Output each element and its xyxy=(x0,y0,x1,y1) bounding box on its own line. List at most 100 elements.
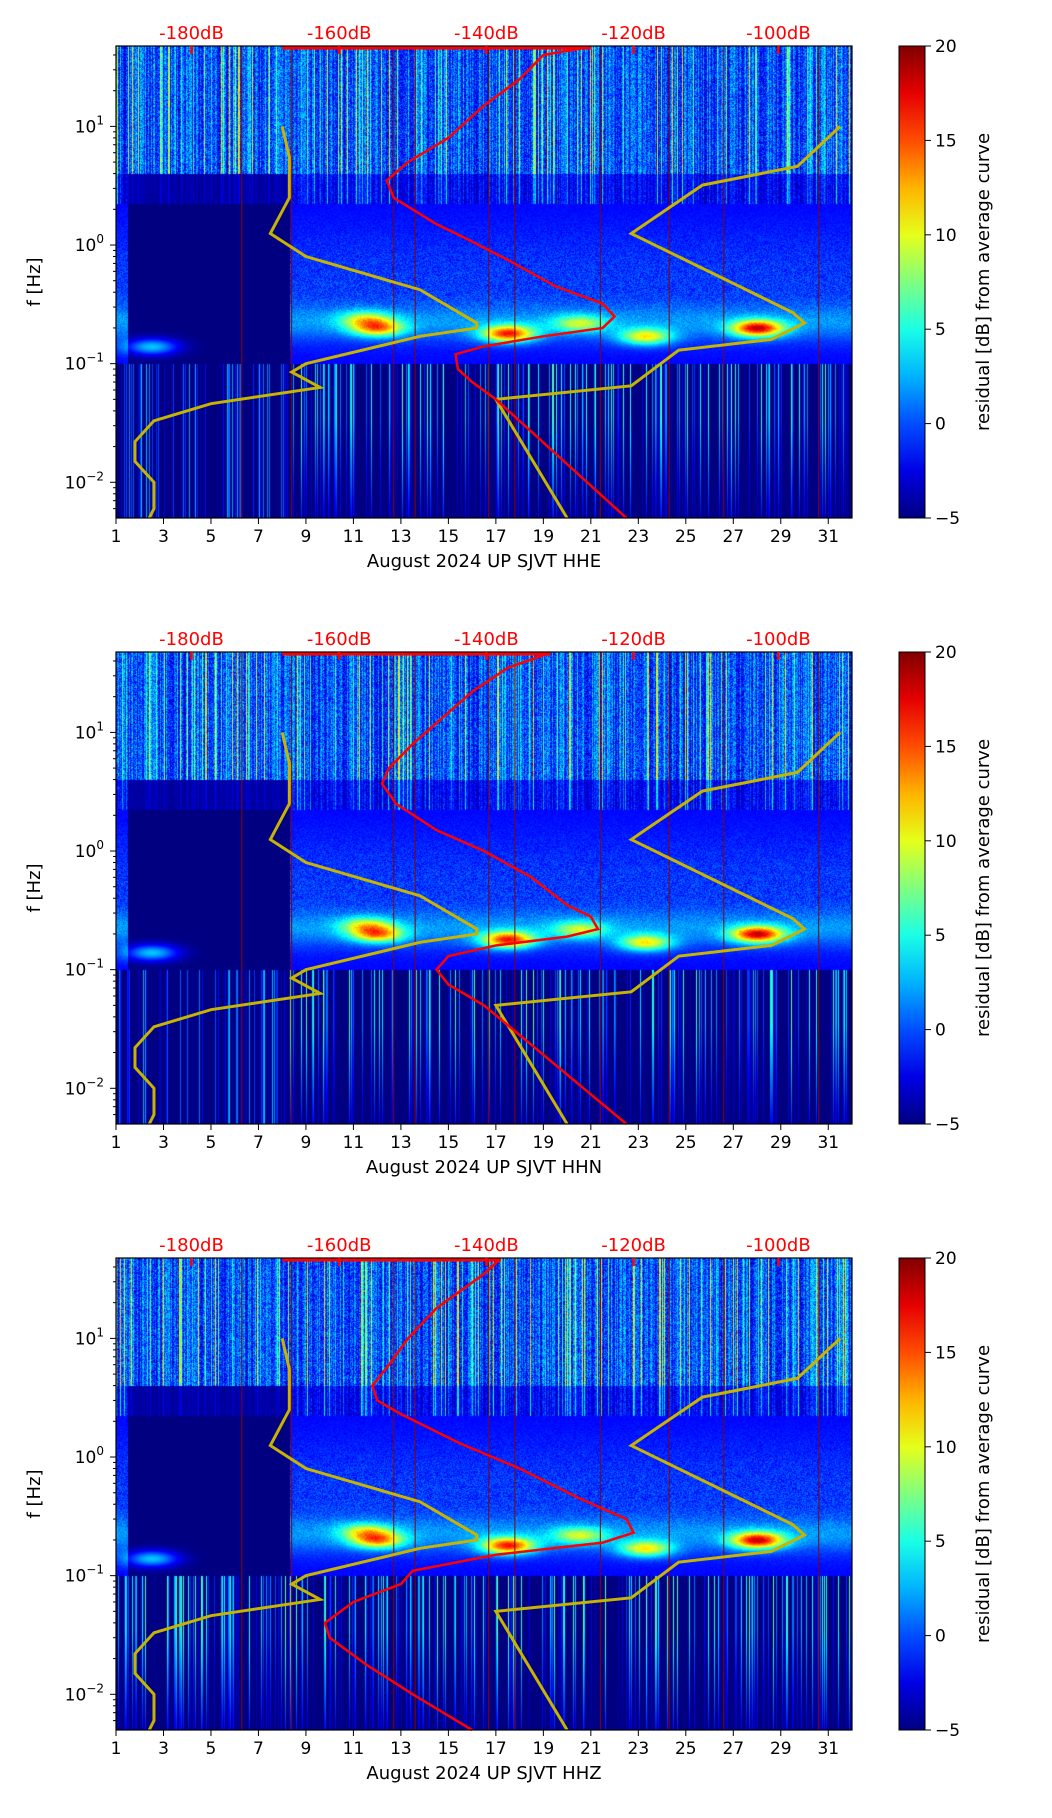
colorbar-tick-label: −5 xyxy=(935,509,960,529)
y-tick-base: 10 xyxy=(65,355,87,375)
yellow-model-curve xyxy=(133,1338,479,1731)
x-tick-label: 31 xyxy=(817,1133,839,1153)
x-tick-label: 27 xyxy=(722,527,744,547)
y-tick-label: 10−2 xyxy=(65,1681,104,1705)
x-tick-label: 11 xyxy=(343,1133,365,1153)
y-tick-exponent: 0 xyxy=(96,232,104,246)
y-tick-exponent: −1 xyxy=(86,351,104,365)
x-tick-label: 29 xyxy=(770,1133,792,1153)
red-average-curve xyxy=(380,651,628,1125)
y-tick-base: 10 xyxy=(75,1329,97,1349)
spectrogram-panel-3: -180dB -160dB -140dB -120dB -100dB 1 3 5 7 9 11 13 1… xyxy=(0,1212,1052,1818)
top-db-label: -140dB xyxy=(454,23,519,44)
y-tick-base: 10 xyxy=(75,236,97,256)
colorbar-tick-label: 15 xyxy=(935,1343,957,1363)
colorbar-tick-label: 5 xyxy=(935,1532,946,1552)
red-average-curve xyxy=(385,45,628,519)
x-tick-label: 13 xyxy=(390,1133,412,1153)
y-tick-exponent: −2 xyxy=(86,1681,104,1695)
x-tick-label: 7 xyxy=(253,527,264,547)
y-tick-label: 101 xyxy=(75,719,104,743)
x-tick-label: 1 xyxy=(111,1133,122,1153)
top-db-label: -100dB xyxy=(746,23,811,44)
x-tick-label: 9 xyxy=(301,1133,312,1153)
y-tick-label: 10−1 xyxy=(65,351,104,375)
yellow-model-curve xyxy=(493,731,842,1125)
colorbar-tick-label: 0 xyxy=(935,415,946,435)
x-tick-label: 17 xyxy=(485,527,507,547)
y-tick-base: 10 xyxy=(65,1079,87,1099)
y-tick-base: 10 xyxy=(75,1448,97,1468)
colorbar-tick-label: −5 xyxy=(935,1721,960,1741)
x-tick-label: 17 xyxy=(485,1133,507,1153)
colorbar-tick-label: 15 xyxy=(935,737,957,757)
x-tick-label: 5 xyxy=(206,1739,217,1759)
x-tick-label: 3 xyxy=(158,1739,169,1759)
colorbar-tick-label: 5 xyxy=(935,320,946,340)
colorbar-tick-label: −5 xyxy=(935,1115,960,1135)
top-db-label: -140dB xyxy=(454,1235,519,1256)
x-tick-label: 1 xyxy=(111,527,122,547)
colorbar-tick-label: 0 xyxy=(935,1021,946,1041)
y-axis-label: f [Hz] xyxy=(24,863,45,912)
axes-frame xyxy=(115,651,853,1125)
x-tick-label: 7 xyxy=(253,1133,264,1153)
x-tick-label: 21 xyxy=(580,527,602,547)
yellow-model-curve xyxy=(493,1337,842,1731)
y-tick-base: 10 xyxy=(65,1567,87,1587)
x-tick-label: 29 xyxy=(770,527,792,547)
y-tick-label: 101 xyxy=(75,1325,104,1349)
y-tick-label: 100 xyxy=(75,1444,104,1468)
x-tick-label: 25 xyxy=(675,1739,697,1759)
y-tick-exponent: 1 xyxy=(96,1325,104,1339)
y-axis-label: f [Hz] xyxy=(24,257,45,306)
x-tick-label: 17 xyxy=(485,1739,507,1759)
yellow-model-curve xyxy=(493,125,842,519)
top-db-label: -160dB xyxy=(307,629,372,650)
x-tick-label: 19 xyxy=(533,1739,555,1759)
x-tick-label: 19 xyxy=(533,527,555,547)
colorbar-label: residual [dB] from average curve xyxy=(973,133,994,431)
axes-frame xyxy=(115,1257,853,1731)
x-tick-label: 31 xyxy=(817,527,839,547)
y-tick-label: 100 xyxy=(75,838,104,862)
colorbar-tick-label: 20 xyxy=(935,643,957,663)
colorbar-tick-label: 15 xyxy=(935,131,957,151)
x-tick-label: 1 xyxy=(111,1739,122,1759)
x-tick-label: 21 xyxy=(580,1133,602,1153)
y-tick-base: 10 xyxy=(65,1685,87,1705)
x-tick-label: 9 xyxy=(301,1739,312,1759)
y-tick-label: 10−2 xyxy=(65,1075,104,1099)
spectrogram-panel-1: -180dB -160dB -140dB -120dB -100dB 1 3 5 7 9 11 13 1… xyxy=(0,0,1052,606)
x-tick-label: 27 xyxy=(722,1133,744,1153)
x-tick-label: 11 xyxy=(343,1739,365,1759)
y-tick-exponent: −1 xyxy=(86,1563,104,1577)
top-db-label: -180dB xyxy=(159,23,224,44)
y-tick-label: 10−1 xyxy=(65,1563,104,1587)
colorbar xyxy=(898,45,926,519)
top-db-label: -160dB xyxy=(307,23,372,44)
x-tick-label: 15 xyxy=(438,1739,460,1759)
spectrogram-panel-2: -180dB -160dB -140dB -120dB -100dB 1 3 5 7 9 11 13 1… xyxy=(0,606,1052,1212)
x-tick-label: 29 xyxy=(770,1739,792,1759)
x-axis-label: August 2024 UP SJVT HHE xyxy=(367,551,601,572)
y-tick-exponent: −2 xyxy=(86,469,104,483)
yellow-model-curve xyxy=(133,126,479,519)
top-db-label: -140dB xyxy=(454,629,519,650)
y-tick-exponent: −2 xyxy=(86,1075,104,1089)
y-tick-label: 10−2 xyxy=(65,469,104,493)
colorbar-tick-label: 20 xyxy=(935,37,957,57)
y-axis-label: f [Hz] xyxy=(24,1469,45,1518)
x-tick-label: 13 xyxy=(390,1739,412,1759)
colorbar-tick-label: 10 xyxy=(935,832,957,852)
y-tick-exponent: 0 xyxy=(96,1444,104,1458)
x-tick-label: 13 xyxy=(390,527,412,547)
x-tick-label: 27 xyxy=(722,1739,744,1759)
y-tick-exponent: 1 xyxy=(96,719,104,733)
red-average-curve xyxy=(323,1257,636,1732)
y-tick-base: 10 xyxy=(65,961,87,981)
top-db-label: -120dB xyxy=(601,629,666,650)
